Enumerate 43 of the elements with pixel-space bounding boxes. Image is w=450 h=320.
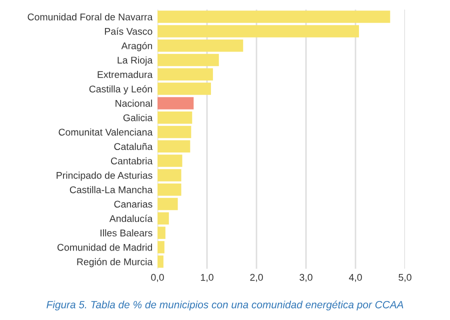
y-tick-label: Comunidad Foral de Navarra: [28, 13, 153, 20]
x-tick-label: 2,0: [250, 274, 263, 282]
bar: [158, 126, 192, 138]
y-tick-label: La Rioja: [118, 56, 153, 66]
bar: [158, 54, 219, 66]
bar: [158, 25, 359, 38]
bar: [158, 82, 211, 95]
bar: [158, 212, 169, 225]
y-tick-label: Castilla y León: [89, 85, 152, 94]
y-tick-label: País Vasco: [104, 28, 152, 35]
x-tick-label: 4,0: [348, 274, 362, 282]
y-tick-label: Principado de Asturias: [56, 172, 152, 181]
bar: [158, 226, 166, 239]
y-tick-label: Región de Murcia: [77, 258, 153, 268]
y-tick-label: Cantabria: [110, 157, 153, 164]
bar: [158, 10, 390, 23]
y-tick-label: Illes Balears: [100, 229, 152, 236]
bar: [158, 97, 194, 110]
bar: [158, 183, 182, 196]
bar: [158, 68, 213, 81]
y-tick-label: Comunidad de Madrid: [57, 244, 152, 251]
y-tick-label: Cataluña: [114, 142, 153, 150]
y-tick-label: Nacional: [116, 100, 152, 107]
bar: [158, 198, 178, 210]
bar: [158, 241, 164, 254]
x-tick-label: 0,0: [151, 274, 164, 282]
bar: [158, 169, 182, 182]
x-tick-label: 1,0: [200, 274, 214, 282]
bar: [158, 154, 182, 167]
bar: [158, 111, 192, 124]
y-tick-label: Extremadura: [98, 70, 153, 78]
y-tick-label: Castilla-La Mancha: [70, 186, 153, 194]
x-tick-label: 5,0: [398, 274, 412, 282]
bar: [158, 140, 190, 153]
y-tick-label: Comunitat Valenciana: [58, 128, 153, 136]
bar: [158, 255, 164, 268]
bar: [158, 39, 244, 52]
y-tick-label: Aragón: [121, 42, 152, 52]
x-tick-label: 3,0: [300, 274, 312, 282]
y-tick-label: Canarias: [114, 200, 152, 208]
text: Figura 5. Tabla de % de municipios con una comunidad energética por CCAA: [46, 300, 404, 310]
y-tick-label: Andalucía: [109, 214, 153, 222]
y-tick-label: Galicia: [123, 114, 153, 122]
